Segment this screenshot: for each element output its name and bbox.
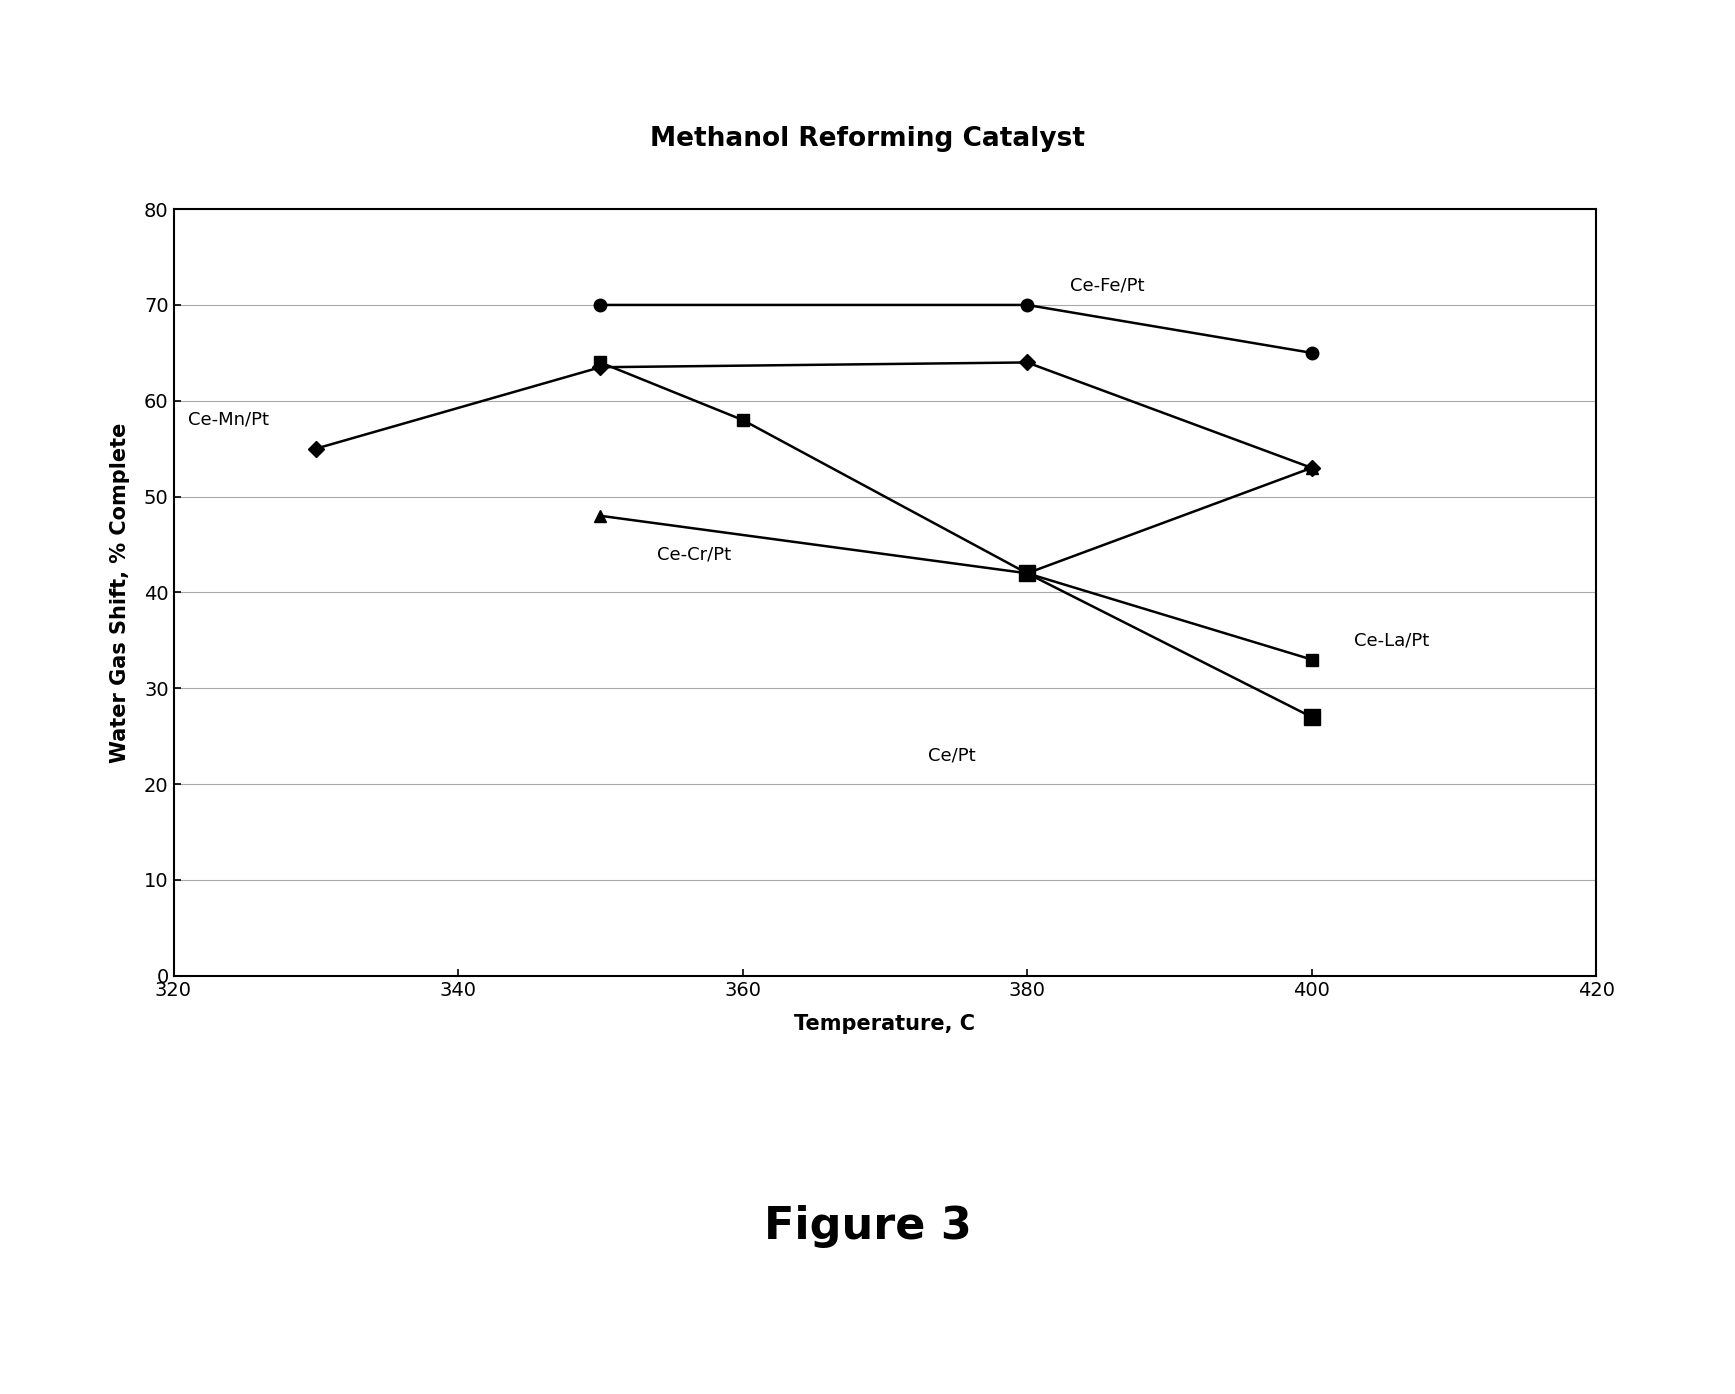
Text: Ce-La/Pt: Ce-La/Pt <box>1355 631 1430 650</box>
Text: Figure 3: Figure 3 <box>763 1206 972 1248</box>
Text: Ce/Pt: Ce/Pt <box>928 746 975 764</box>
Text: Methanol Reforming Catalyst: Methanol Reforming Catalyst <box>651 127 1084 152</box>
X-axis label: Temperature, C: Temperature, C <box>795 1013 975 1033</box>
Text: Ce-Cr/Pt: Ce-Cr/Pt <box>658 545 732 563</box>
Text: Ce-Mn/Pt: Ce-Mn/Pt <box>187 411 269 429</box>
Y-axis label: Water Gas Shift, % Complete: Water Gas Shift, % Complete <box>109 422 130 763</box>
Text: Ce-Fe/Pt: Ce-Fe/Pt <box>1070 277 1145 294</box>
